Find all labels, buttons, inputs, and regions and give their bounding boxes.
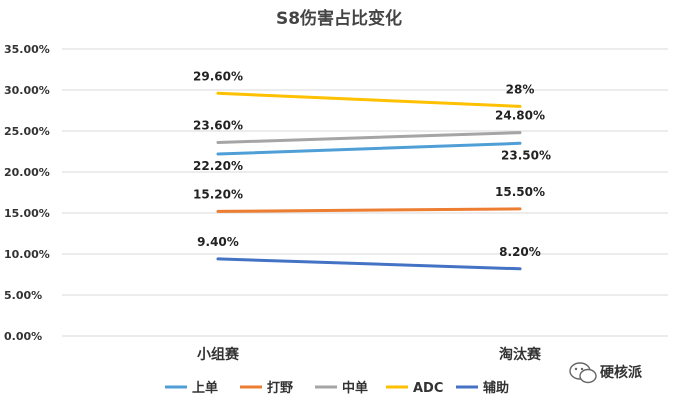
data-label: 8.20% xyxy=(499,245,541,259)
data-label: 23.60% xyxy=(193,118,243,132)
y-axis-ticks: 0.00% 5.00% 10.00% 15.00% 20.00% 25.00% 30.00%… xyxy=(4,43,50,343)
data-label: 22.20% xyxy=(193,159,243,173)
y-tick-label: 35.00% xyxy=(4,43,50,56)
series-line xyxy=(216,131,522,144)
legend-label: ADC xyxy=(413,381,443,396)
legend-label: 打野 xyxy=(267,380,293,396)
data-labels: 22.20% 23.50% 15.20% 15.50% 23.60% 24.80% 29.6… xyxy=(193,69,551,258)
series-line xyxy=(216,141,522,156)
wechat-icon xyxy=(569,362,597,384)
gridlines xyxy=(62,48,668,337)
data-label: 15.20% xyxy=(193,187,243,201)
legend-label: 中单 xyxy=(342,380,368,396)
y-tick-label: 25.00% xyxy=(4,125,50,138)
y-tick-label: 15.00% xyxy=(4,207,50,220)
data-label: 29.60% xyxy=(193,69,243,83)
legend-label: 上单 xyxy=(192,380,218,396)
series-line xyxy=(216,257,522,271)
y-tick-label: 20.00% xyxy=(4,166,50,179)
y-tick-label: 10.00% xyxy=(4,248,50,261)
data-label: 23.50% xyxy=(501,148,551,162)
y-tick-label: 0.00% xyxy=(4,330,42,343)
x-axis-ticks: 小组赛 淘汰赛 xyxy=(197,346,542,363)
x-tick-label: 淘汰赛 xyxy=(499,346,542,363)
data-label: 24.80% xyxy=(495,109,545,123)
watermark-text: 硬核派 xyxy=(600,364,643,381)
data-label: 9.40% xyxy=(197,235,239,249)
x-tick-label: 小组赛 xyxy=(197,346,240,363)
data-label: 15.50% xyxy=(495,185,545,199)
chart-title: S8伤害占比变化 xyxy=(276,8,402,29)
legend: 上单 打野 中单 ADC 辅助 xyxy=(165,380,509,396)
series-line xyxy=(216,91,522,108)
legend-label: 辅助 xyxy=(483,380,509,396)
series-line xyxy=(216,207,522,213)
y-tick-label: 30.00% xyxy=(4,84,50,97)
watermark: 硬核派 xyxy=(569,362,643,384)
y-tick-label: 5.00% xyxy=(4,289,42,302)
series-lines xyxy=(216,91,522,271)
data-label: 28% xyxy=(506,82,535,96)
